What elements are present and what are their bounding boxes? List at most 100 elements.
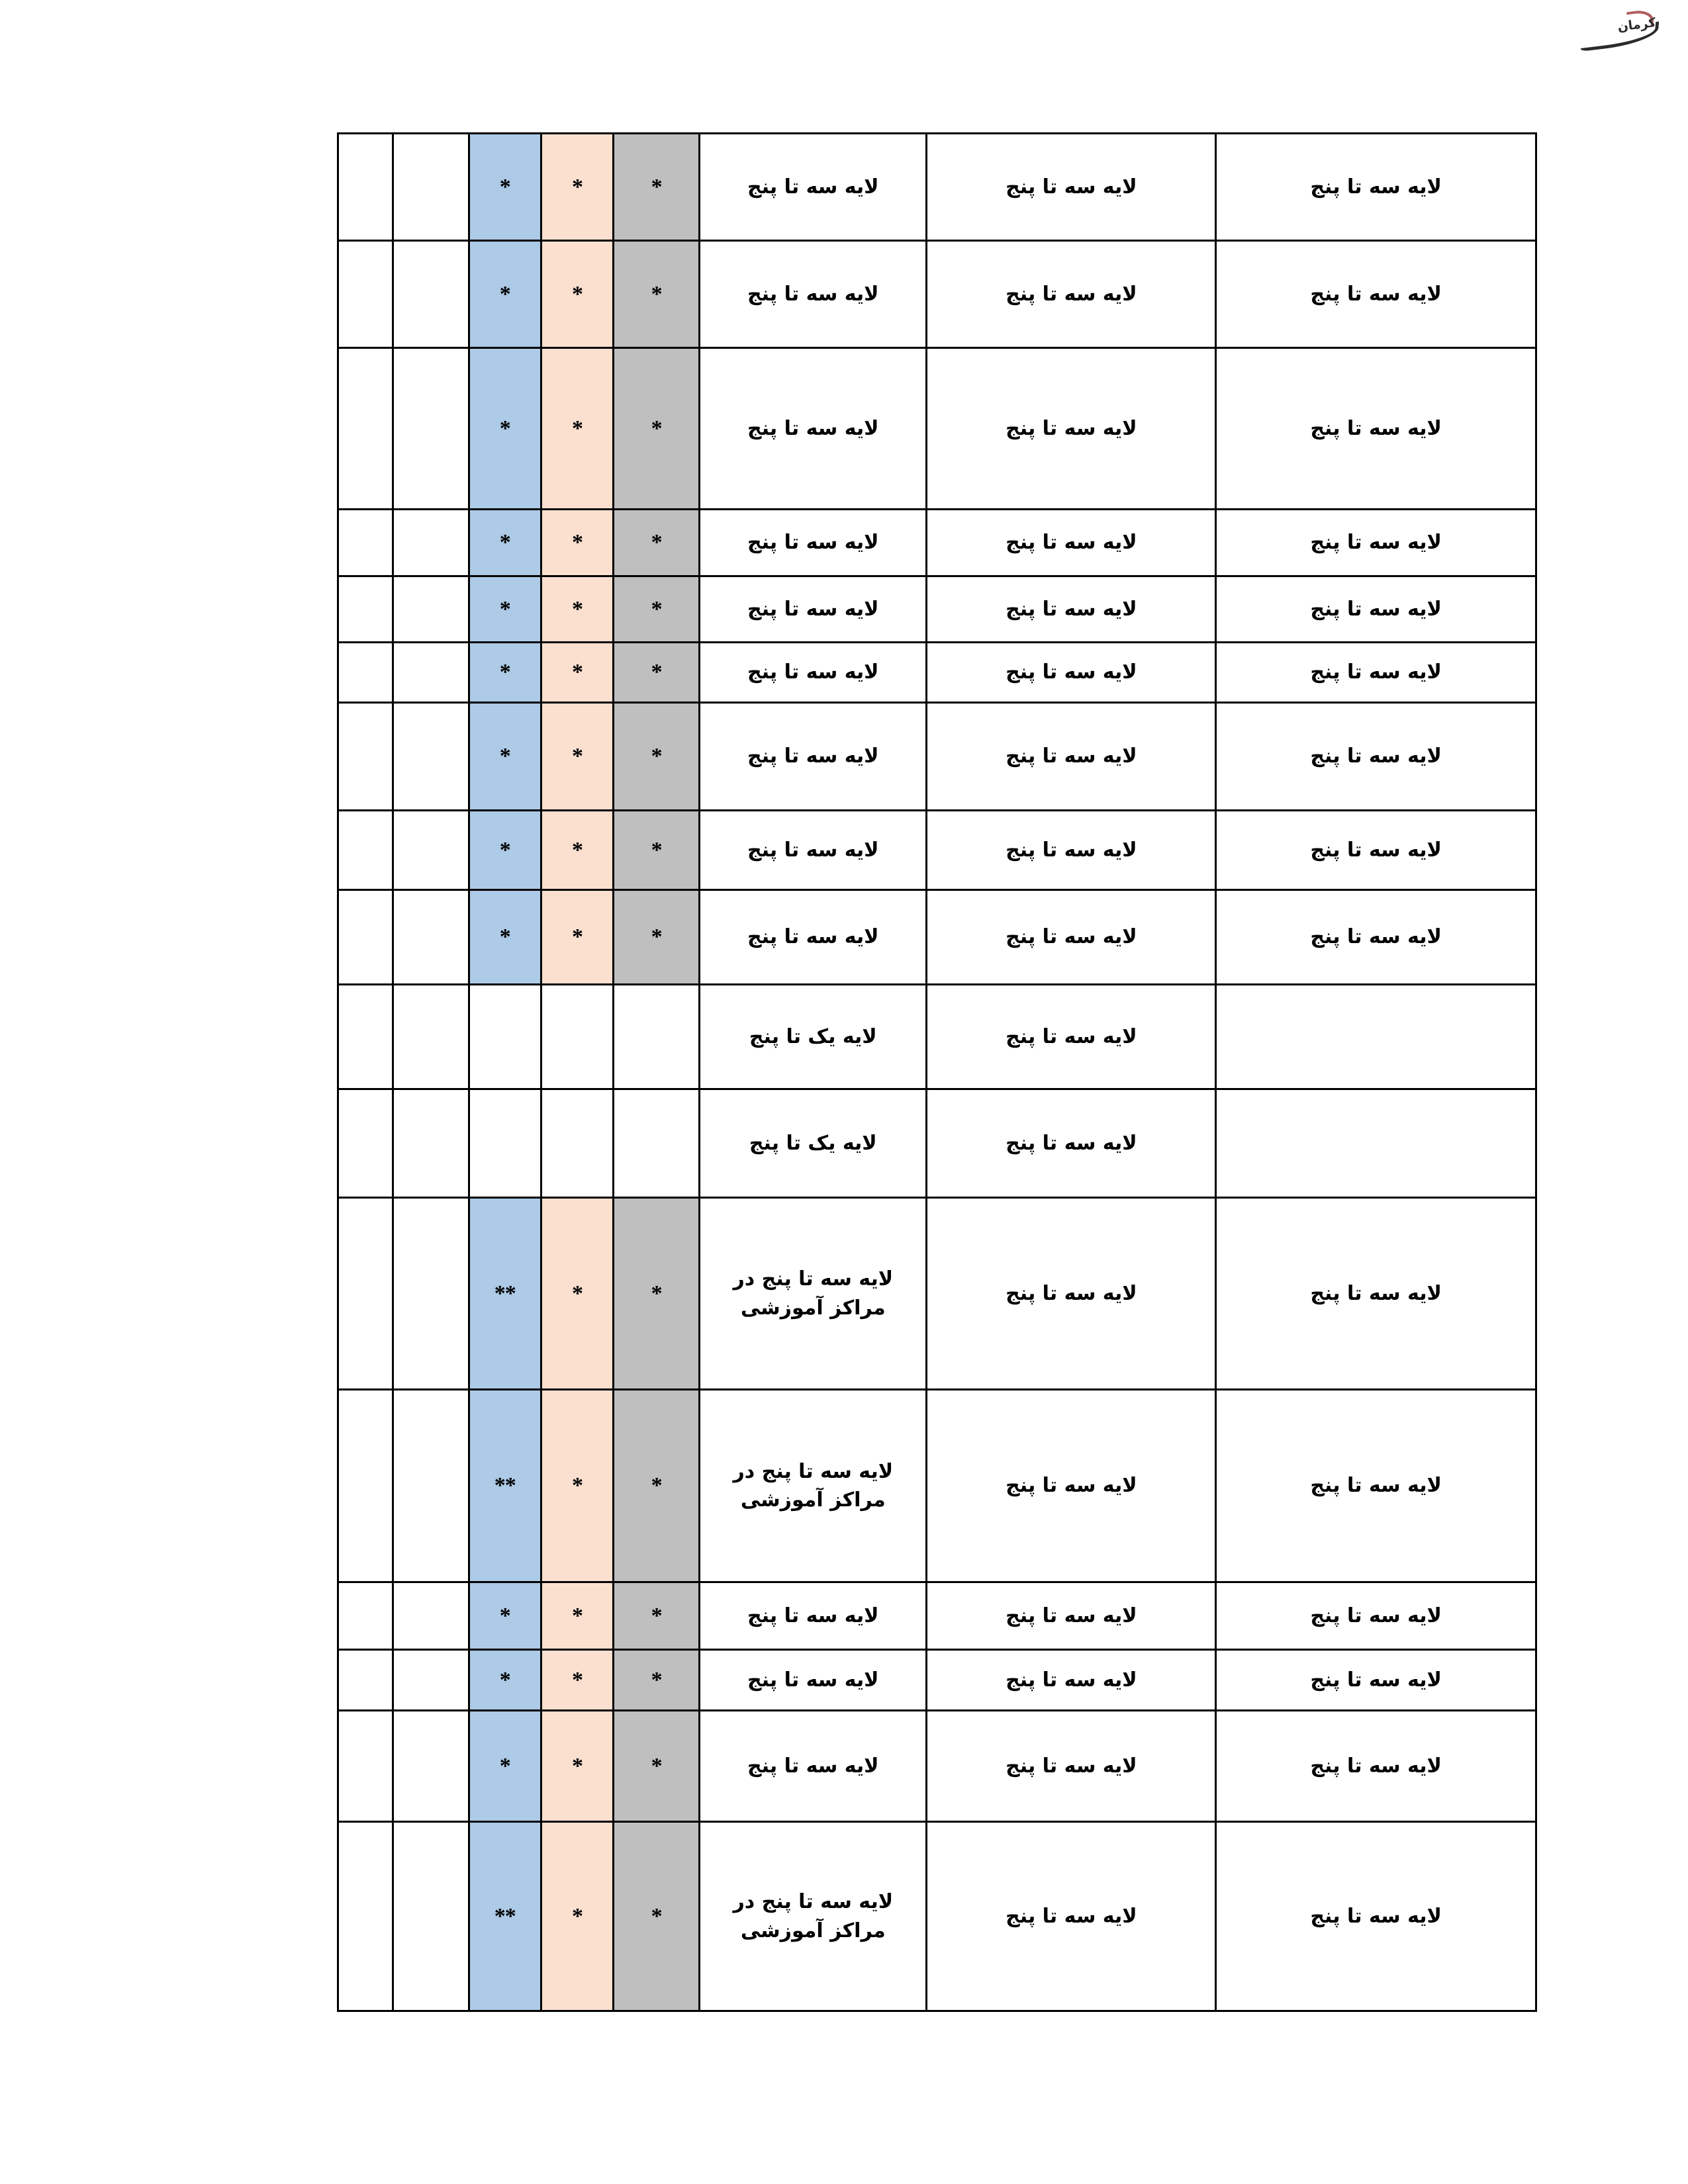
table-cell <box>336 702 395 811</box>
table-cell <box>336 1649 395 1711</box>
table-cell-marker: * <box>467 1709 542 1823</box>
table-cell <box>392 1197 470 1390</box>
table-cell <box>392 575 470 643</box>
table-cell-marker: * <box>467 508 542 577</box>
table-cell: لایه سه تا پنج <box>698 889 928 985</box>
table-cell: لایه سه تا پنج <box>1215 1581 1537 1651</box>
table-cell <box>392 1088 470 1199</box>
table-cell <box>392 132 470 242</box>
table-cell: لایه سه تا پنج <box>925 240 1217 349</box>
table-cell: لایه سه تا پنج <box>1215 1388 1537 1583</box>
table-cell: لایه سه تا پنج <box>698 641 928 704</box>
table-cell-marker: * <box>612 240 701 349</box>
table-cell: لایه سه تا پنج <box>698 702 928 811</box>
table-cell: لایه سه تا پنج <box>698 1709 928 1823</box>
table-cell <box>612 983 701 1090</box>
table-cell <box>392 1581 470 1651</box>
table-cell <box>336 508 395 577</box>
table-cell-marker: * <box>467 132 542 242</box>
table-cell: لایه سه تا پنج <box>698 575 928 643</box>
table-cell <box>1215 983 1537 1090</box>
table-row: لایه سه تا پنج لایه سه تا پنج لایه سه تا پ… <box>336 1388 1537 1583</box>
table-cell: لایه سه تا پنج <box>1215 1821 1537 2012</box>
table-cell-marker: * <box>612 1709 701 1823</box>
table-cell-marker: * <box>539 1581 615 1651</box>
table-row: لایه سه تا پنج لایه یک تا پنج <box>336 1088 1537 1199</box>
table-cell-marker: ** <box>467 1197 542 1390</box>
table-cell: لایه سه تا پنج <box>925 1709 1217 1823</box>
table-cell <box>392 1388 470 1583</box>
table-cell <box>336 983 395 1090</box>
table-cell-marker: * <box>467 641 542 704</box>
table-cell <box>336 575 395 643</box>
table-cell: لایه سه تا پنج <box>1215 702 1537 811</box>
table-cell <box>392 1649 470 1711</box>
table-cell: لایه سه تا پنج <box>698 508 928 577</box>
table-cell: لایه سه تا پنج <box>1215 240 1537 349</box>
logo-swoosh-icon <box>1580 21 1660 52</box>
table-cell-marker: * <box>612 809 701 891</box>
table-cell <box>392 641 470 704</box>
table-cell-marker: * <box>539 641 615 704</box>
table-cell <box>467 983 542 1090</box>
table-cell-marker: * <box>612 1197 701 1390</box>
table-cell <box>336 889 395 985</box>
table-row: لایه سه تا پنج لایه سه تا پنج لایه سه تا پ… <box>336 809 1537 891</box>
table-row: لایه سه تا پنج لایه سه تا پنج لایه سه تا پ… <box>336 1821 1537 2012</box>
table-cell: لایه سه تا پنج <box>1215 1197 1537 1390</box>
table-cell-marker: * <box>612 702 701 811</box>
table-cell: لایه سه تا پنج <box>698 132 928 242</box>
table-row: لایه سه تا پنج لایه یک تا پنج <box>336 983 1537 1090</box>
table-cell <box>336 132 395 242</box>
table-cell: لایه سه تا پنج در مراکز آموزشی <box>698 1197 928 1390</box>
table-cell <box>336 240 395 349</box>
table-cell <box>336 641 395 704</box>
table-cell: لایه سه تا پنج <box>925 1581 1217 1651</box>
table-row: لایه سه تا پنج لایه سه تا پنج لایه سه تا پ… <box>336 641 1537 704</box>
table-cell <box>612 1088 701 1199</box>
table-cell-marker: * <box>539 809 615 891</box>
table-row: لایه سه تا پنج لایه سه تا پنج لایه سه تا پ… <box>336 575 1537 643</box>
table-cell-marker: * <box>539 1821 615 2012</box>
table-cell-marker: * <box>539 889 615 985</box>
table-row: لایه سه تا پنج لایه سه تا پنج لایه سه تا پ… <box>336 132 1537 242</box>
table-cell-marker: * <box>539 347 615 510</box>
table-cell-marker: * <box>467 889 542 985</box>
table-cell <box>336 1581 395 1651</box>
table-cell-marker: * <box>612 132 701 242</box>
table-cell-marker: * <box>539 1388 615 1583</box>
table-cell-marker: ** <box>467 1821 542 2012</box>
table-cell: لایه سه تا پنج <box>925 1197 1217 1390</box>
table-cell: لایه سه تا پنج <box>698 809 928 891</box>
table-cell <box>336 347 395 510</box>
table-cell-marker: * <box>612 1388 701 1583</box>
table-cell: لایه سه تا پنج در مراکز آموزشی <box>698 1388 928 1583</box>
table-cell: لایه سه تا پنج <box>698 347 928 510</box>
table-cell: لایه سه تا پنج <box>698 1581 928 1651</box>
table-cell <box>539 983 615 1090</box>
table-cell: لایه سه تا پنج <box>925 1088 1217 1199</box>
table-cell: لایه سه تا پنج <box>925 809 1217 891</box>
table-row: لایه سه تا پنج لایه سه تا پنج لایه سه تا پ… <box>336 1197 1537 1390</box>
table-cell-marker: * <box>539 508 615 577</box>
table-cell: لایه سه تا پنج <box>1215 641 1537 704</box>
table-cell: لایه سه تا پنج <box>925 1821 1217 2012</box>
layer-coverage-table: لایه سه تا پنج لایه سه تا پنج لایه سه تا پ… <box>336 132 1537 2012</box>
table-cell <box>392 809 470 891</box>
table-cell: لایه سه تا پنج <box>925 889 1217 985</box>
table-cell-marker: * <box>539 1197 615 1390</box>
table-row: لایه سه تا پنج لایه سه تا پنج لایه سه تا پ… <box>336 1581 1537 1651</box>
table-cell: لایه سه تا پنج <box>1215 809 1537 891</box>
table-cell-marker: ** <box>467 1388 542 1583</box>
table-cell <box>336 809 395 891</box>
table-cell-marker: * <box>612 575 701 643</box>
table-cell: لایه سه تا پنج <box>925 132 1217 242</box>
table-cell-marker: * <box>467 702 542 811</box>
table-cell <box>539 1088 615 1199</box>
table-cell: لایه سه تا پنج <box>925 983 1217 1090</box>
table-cell-marker: * <box>612 889 701 985</box>
table-cell: لایه سه تا پنج <box>925 641 1217 704</box>
table-cell-marker: * <box>612 1821 701 2012</box>
table-cell <box>336 1821 395 2012</box>
table-cell <box>392 1709 470 1823</box>
